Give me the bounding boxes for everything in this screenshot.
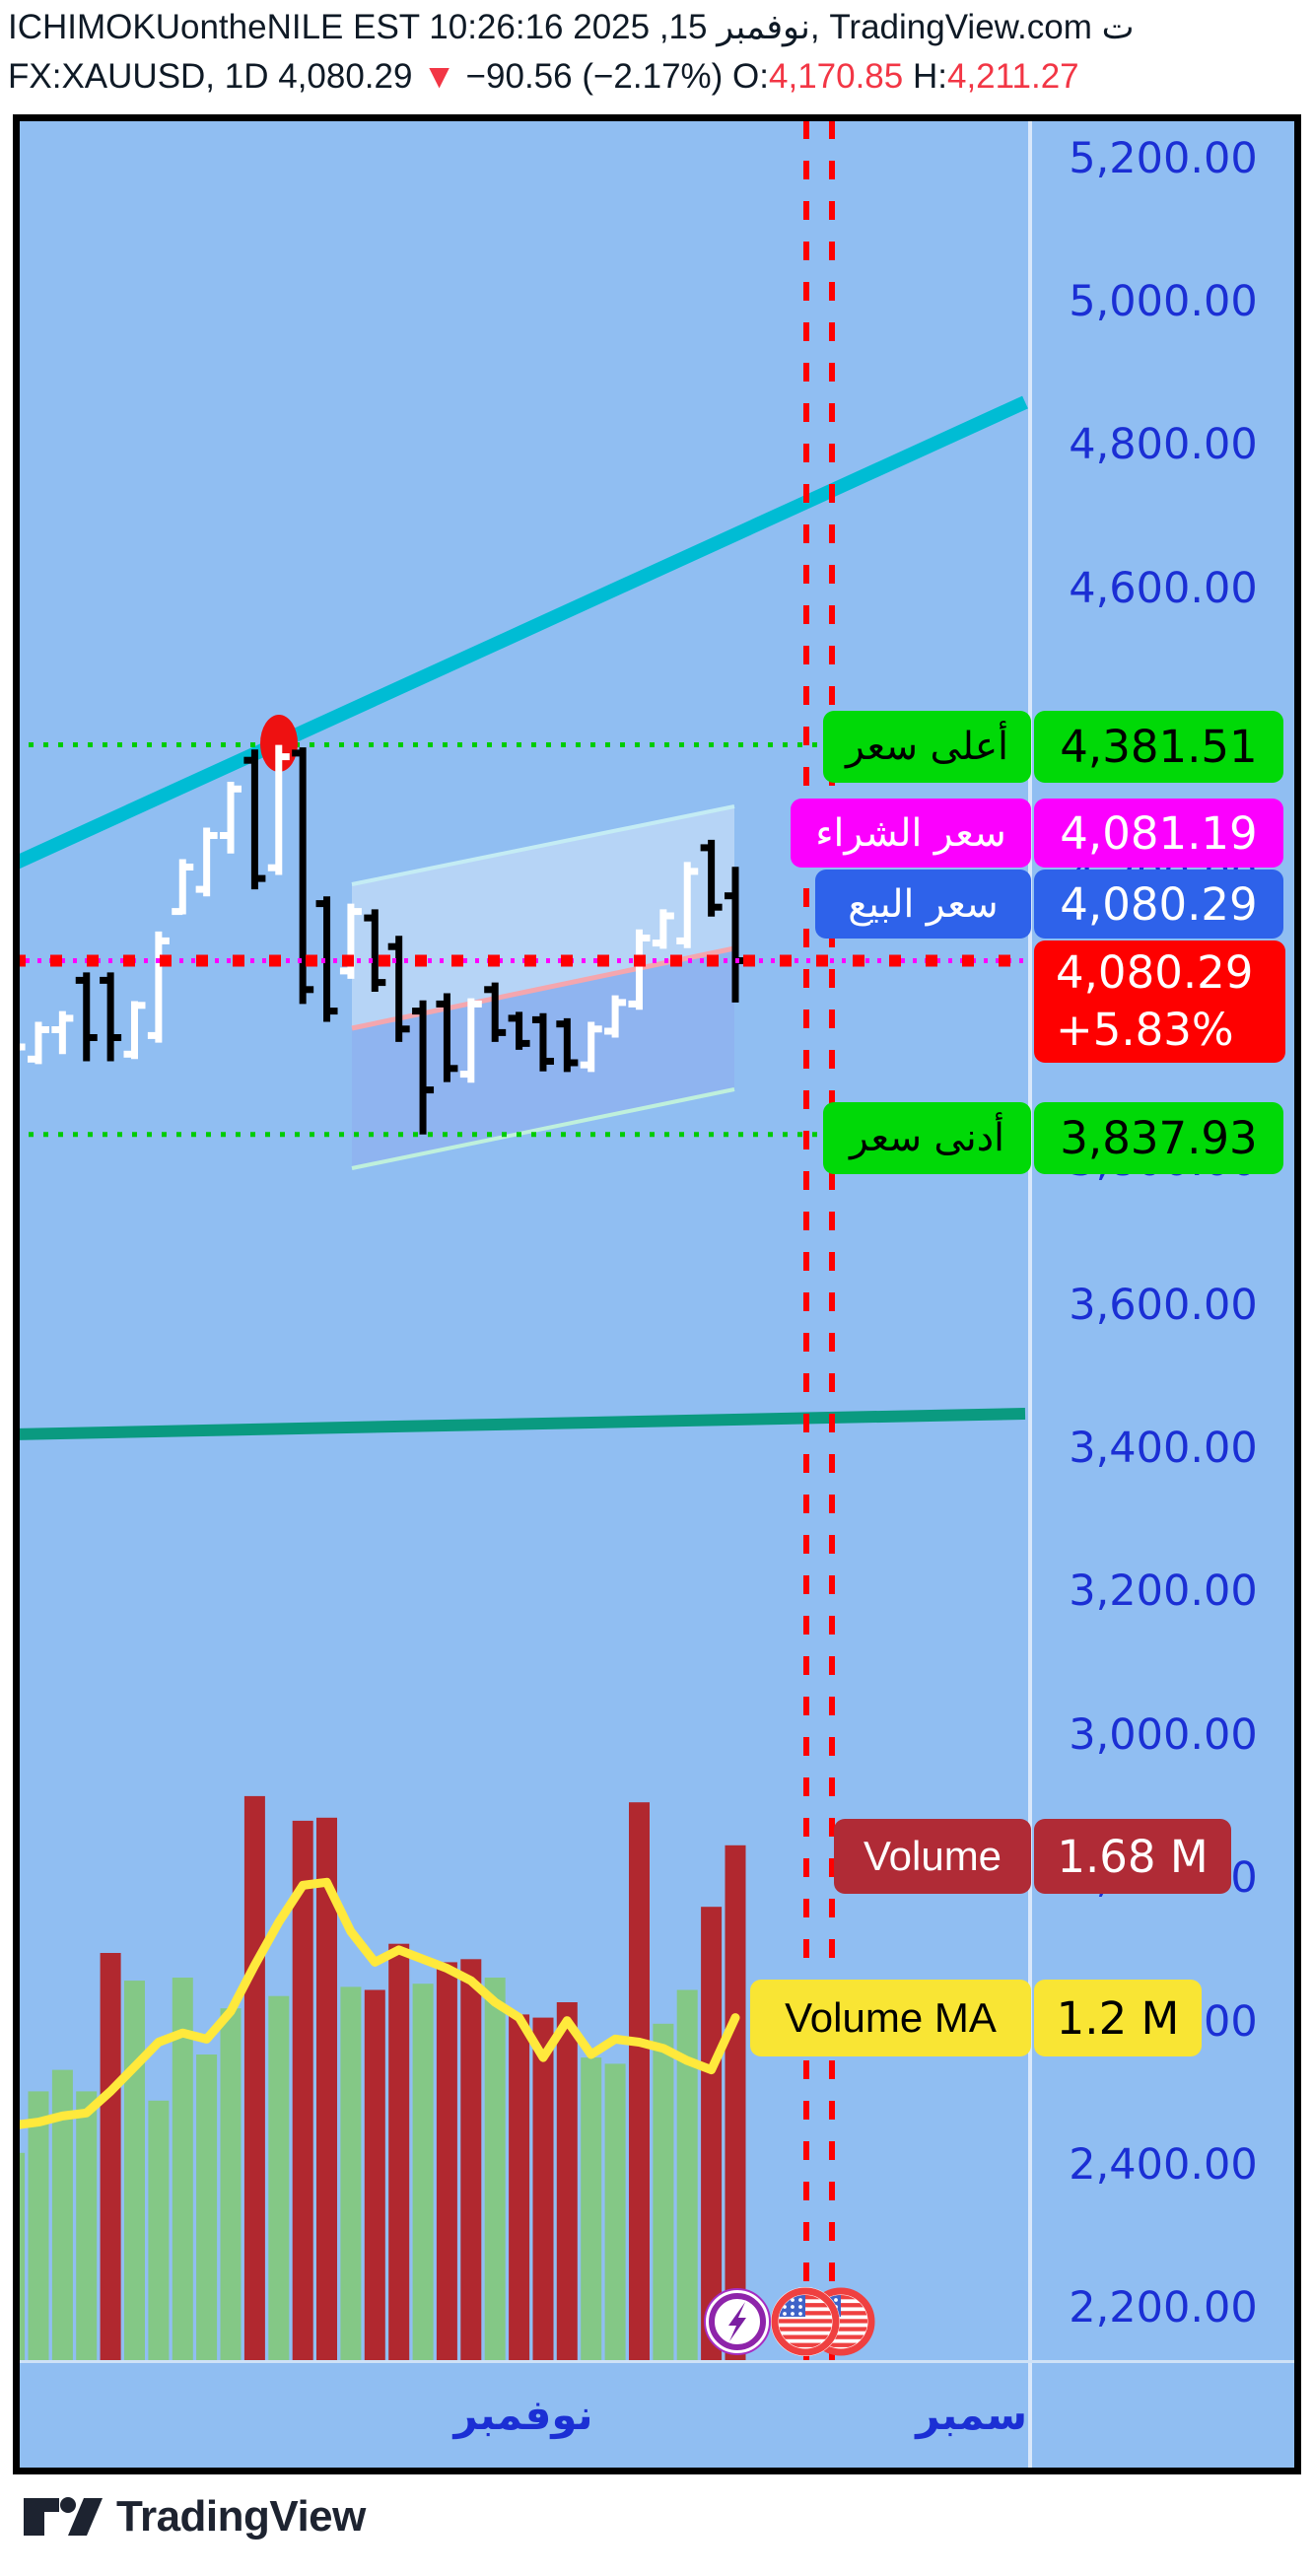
time-axis-separator <box>19 2360 1294 2363</box>
publication-info-part: نوفمبر <box>717 8 810 47</box>
symbol-info-part: −90.56 (−2.17%) O: <box>455 57 769 96</box>
buy-price-value: 4,081.19 <box>1034 799 1283 868</box>
symbol-info-part: 4,211.27 <box>946 57 1079 96</box>
y-axis-tick: 3,000.00 <box>1069 1710 1258 1760</box>
tradingview-wordmark: TradingView <box>116 2492 366 2541</box>
publication-info-part: ت <box>1101 8 1135 47</box>
lowest-price-label: أدنى سعر <box>823 1102 1031 1174</box>
volume-value: 1.68 M <box>1034 1819 1231 1894</box>
highest-price-value: 4,381.51 <box>1034 711 1283 783</box>
y-axis-tick: 4,600.00 <box>1069 564 1258 613</box>
y-axis-tick: 2,400.00 <box>1069 2140 1258 2190</box>
y-axis-tick: 3,600.00 <box>1069 1281 1258 1330</box>
volume-label: Volume <box>834 1819 1031 1894</box>
publication-info: ICHIMOKUontheNILE EST 10:26:16 2025 ,15 … <box>8 8 1311 47</box>
us-flag-icon <box>771 2287 840 2356</box>
tradingview-attribution[interactable]: TradingView <box>22 2492 366 2541</box>
volume-ma-label: Volume MA <box>750 1980 1031 2056</box>
y-axis-tick: 3,400.00 <box>1069 1424 1258 1473</box>
tradingview-logo-icon <box>24 2497 103 2536</box>
symbol-info-part: ▼ <box>422 57 456 96</box>
time-axis-label-december: سمبر <box>916 2391 1027 2439</box>
current-price-change: +5.83% <box>1056 1004 1234 1056</box>
symbol-info-part: FX:XAUUSD, 1D 4,080.29 <box>8 57 423 96</box>
current-price-badge: 4,080.29 +5.83% <box>1034 940 1285 1063</box>
us-flag-event-icon[interactable] <box>774 2289 869 2355</box>
sell-price-value: 4,080.29 <box>1034 870 1283 939</box>
highest-price-label: أعلى سعر <box>823 711 1031 783</box>
symbol-info-part: 4,170.85 <box>769 57 904 96</box>
y-axis-tick: 2,200.00 <box>1069 2283 1258 2332</box>
price-axis-separator <box>1028 120 1032 2468</box>
publication-info-part: , TradingView.com <box>809 8 1102 46</box>
lowest-price-value: 3,837.93 <box>1034 1102 1283 1174</box>
sell-price-label: سعر البيع <box>815 870 1031 939</box>
buy-price-label: سعر الشراء <box>791 799 1031 868</box>
time-axis-label-november: نوفمبر <box>453 2391 593 2439</box>
current-price-value: 4,080.29 <box>1056 945 1254 999</box>
y-axis-tick: 4,800.00 <box>1069 420 1258 469</box>
volume-ma-value: 1.2 M <box>1034 1980 1202 2056</box>
y-axis-tick: 5,000.00 <box>1069 277 1258 326</box>
lightning-event-icon[interactable] <box>705 2289 771 2355</box>
publication-info-part: ICHIMOKUontheNILE EST 10:26:16 2025 ,15 <box>8 8 718 46</box>
symbol-info-part: H: <box>903 57 947 96</box>
y-axis-tick: 5,200.00 <box>1069 134 1258 183</box>
symbol-info-line: FX:XAUUSD, 1D 4,080.29 ▼ −90.56 (−2.17%)… <box>8 57 1311 97</box>
y-axis-tick: 3,200.00 <box>1069 1566 1258 1616</box>
lightning-icon <box>704 2288 771 2355</box>
